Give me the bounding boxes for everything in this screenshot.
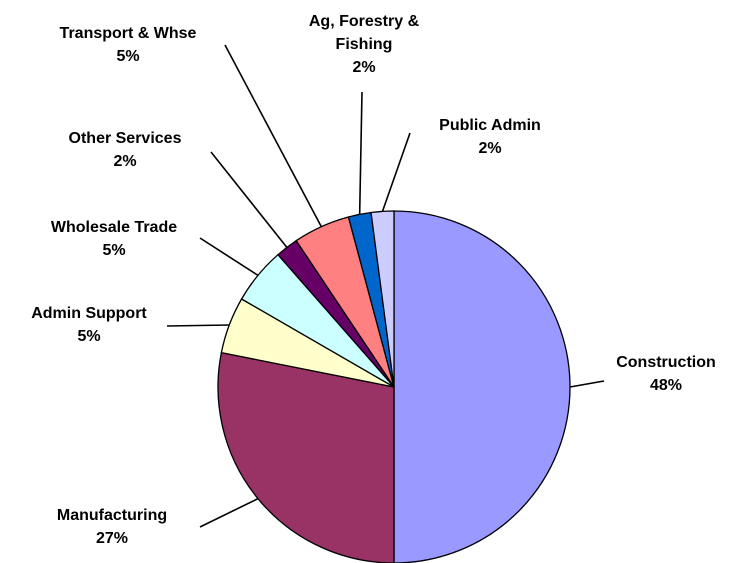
slice-percent: 27%	[96, 530, 128, 547]
slice-name: Transport & Whse	[60, 25, 197, 42]
slice-label-manufacturing: Manufacturing 27%	[57, 507, 167, 547]
leader-line-transport-and-whse	[224, 44, 323, 228]
pie-slice-construction	[393, 210, 571, 563]
pie-slice-manufacturing	[217, 351, 395, 563]
slice-percent: 5%	[77, 328, 100, 345]
pie-slices	[217, 210, 571, 563]
leader-lines	[166, 44, 605, 528]
slice-percent: 5%	[102, 242, 125, 259]
leader-line-ag-forestry-and-fishing	[358, 91, 363, 215]
slice-name: Wholesale Trade	[51, 219, 177, 236]
slice-name: Other Services	[69, 130, 182, 147]
slice-percent: 2%	[352, 59, 375, 76]
slice-name: Fishing	[336, 36, 393, 53]
leader-line-manufacturing	[199, 497, 259, 528]
slice-label-admin-support: Admin Support 5%	[31, 305, 147, 345]
leader-line-construction	[569, 380, 605, 388]
slice-label-public-admin: Public Admin 2%	[439, 117, 541, 157]
slice-label-construction: Construction 48%	[616, 354, 716, 394]
slice-percent: 2%	[478, 140, 501, 157]
slice-percent: 5%	[116, 48, 139, 65]
slice-name: Ag, Forestry &	[309, 13, 420, 30]
slice-label-ag-forestry-and-fishing: Ag, Forestry & Fishing 2%	[309, 13, 420, 76]
slice-percent: 2%	[113, 153, 136, 170]
slice-label-transport-and-whse: Transport & Whse 5%	[60, 25, 197, 65]
slice-name: Public Admin	[439, 117, 541, 134]
leader-line-admin-support	[166, 324, 230, 327]
leader-line-other-services	[210, 151, 288, 248]
slice-name: Admin Support	[31, 305, 147, 322]
slice-labels: Construction 48% Manufacturing 27% Admin Sup…	[31, 13, 716, 547]
slice-percent: 48%	[650, 377, 682, 394]
leader-line-public-admin	[381, 132, 411, 212]
slice-name: Manufacturing	[57, 507, 167, 524]
slice-label-wholesale-trade: Wholesale Trade 5%	[51, 219, 177, 259]
slice-label-other-services: Other Services 2%	[69, 130, 182, 170]
slice-name: Construction	[616, 354, 716, 371]
leader-line-wholesale-trade	[199, 237, 259, 277]
